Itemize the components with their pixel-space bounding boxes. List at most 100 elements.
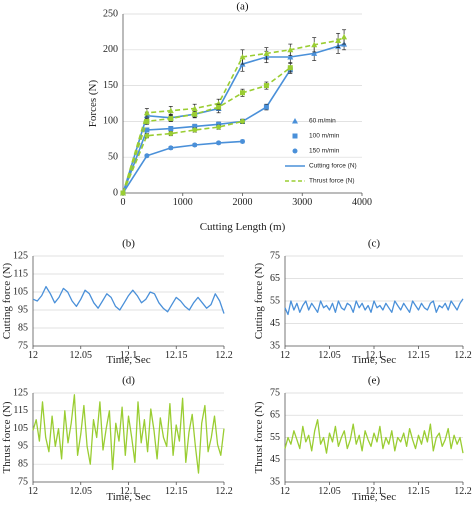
panel-title: (a) xyxy=(236,1,249,13)
y-tick-label: 105 xyxy=(13,286,28,297)
panel-title: (d) xyxy=(122,375,135,387)
data-point-square xyxy=(192,123,198,129)
data-point-circle xyxy=(192,127,198,133)
y-tick-label: 75 xyxy=(18,340,28,351)
x-tick-label: 12.05 xyxy=(318,486,341,497)
x-tick-label: 1000 xyxy=(173,197,193,208)
y-tick-label: 35 xyxy=(270,340,280,351)
y-tick-label: 65 xyxy=(270,410,280,421)
x-tick-label: 12.2 xyxy=(454,350,472,361)
x-tick-label: 12.15 xyxy=(407,486,430,497)
data-point-square xyxy=(216,104,222,110)
y-tick-label: 85 xyxy=(18,322,28,333)
x-tick-label: 12.1 xyxy=(365,486,383,497)
x-tick-label: 12.05 xyxy=(318,350,341,361)
chart-panel-d: (d) 75 85 95 105 115 125 12 12.05 12.1 12.15 12.2 Ti… xyxy=(1,375,233,503)
data-point-circle xyxy=(120,190,126,196)
y-tick-label: 125 xyxy=(13,250,28,261)
x-tick-label: 0 xyxy=(121,197,126,208)
y-tick-label: 150 xyxy=(103,80,118,91)
data-point-circle xyxy=(216,124,222,130)
chart-panel-b: (b) 75 85 95 105 115 125 12 12.05 12.1 12.15 12.2 Ti… xyxy=(1,238,233,366)
x-tick-label: 12 xyxy=(28,486,38,497)
y-tick-label: 250 xyxy=(103,8,118,19)
y-axis-label: Thrust force (N) xyxy=(1,401,13,473)
data-point-square xyxy=(216,121,222,127)
y-tick-label: 95 xyxy=(18,441,28,452)
y-axis-label: Cutting force (N) xyxy=(1,262,13,339)
y-tick-label: 115 xyxy=(13,268,28,279)
data-point-triangle xyxy=(143,109,150,116)
chart-panel-e: (e) 35 45 55 65 75 12 12.05 12.1 12.15 12.2 Time, S… xyxy=(253,375,472,503)
data-point-triangle xyxy=(335,37,342,43)
data-point-circle xyxy=(192,142,198,148)
y-tick-label: 75 xyxy=(18,476,28,487)
data-point-square xyxy=(168,116,174,122)
data-point-triangle xyxy=(191,105,198,112)
x-tick-label: 3000 xyxy=(292,197,312,208)
x-tick-label: 12 xyxy=(28,350,38,361)
data-point-circle xyxy=(144,153,150,159)
data-point-square xyxy=(192,111,198,117)
panel-title: (b) xyxy=(122,238,135,250)
data-point-triangle xyxy=(311,50,318,56)
legend-marker-triangle xyxy=(292,118,298,124)
y-tick-label: 35 xyxy=(270,476,280,487)
data-point-square xyxy=(240,90,245,96)
legend-label: Cutting force (N) xyxy=(309,163,357,170)
x-tick-label: 12 xyxy=(280,486,290,497)
data-point-triangle xyxy=(239,53,246,60)
data-point-square xyxy=(144,127,150,133)
x-tick-label: 12.05 xyxy=(70,486,93,497)
series-line-100-dashed xyxy=(122,67,291,194)
data-point-triangle xyxy=(341,33,348,40)
data-point-triangle xyxy=(311,41,318,48)
x-tick-label: 12.2 xyxy=(215,350,233,361)
signal-line-d xyxy=(32,394,225,474)
y-tick-label: 45 xyxy=(270,454,280,465)
y-tick-label: 125 xyxy=(13,387,28,398)
data-point-triangle xyxy=(287,53,294,60)
y-tick-label: 0 xyxy=(113,187,118,198)
y-tick-label: 75 xyxy=(270,250,280,261)
y-axis-label: Forces (N) xyxy=(87,79,99,127)
signal-line-b xyxy=(32,285,225,314)
x-tick-label: 12.15 xyxy=(165,350,188,361)
chart-panel-a: (a) 0 50 100 150 200 250 0 1000 2000 3000 4000 Cutti… xyxy=(87,1,372,233)
y-tick-label: 85 xyxy=(18,458,28,469)
x-tick-label: 12.2 xyxy=(454,486,472,497)
x-tick-label: 12.2 xyxy=(215,486,233,497)
series-line-150-dashed xyxy=(122,120,243,194)
x-tick-label: 12.05 xyxy=(70,350,93,361)
x-tick-label: 12.1 xyxy=(120,486,138,497)
y-tick-label: 95 xyxy=(18,304,28,315)
data-point-triangle xyxy=(287,46,294,53)
y-tick-label: 75 xyxy=(270,387,280,398)
y-axis-label: Cutting force (N) xyxy=(253,262,265,339)
series-line-150-solid xyxy=(122,140,243,194)
legend-marker-circle xyxy=(292,148,298,154)
data-point-square xyxy=(263,83,269,89)
data-point-triangle xyxy=(263,50,270,56)
chart-panel-c: (c) 35 45 55 65 75 12 12.05 12.1 12.15 12.2 Time, S… xyxy=(253,238,472,366)
y-tick-label: 65 xyxy=(270,273,280,284)
data-point-square xyxy=(168,126,174,132)
y-tick-label: 115 xyxy=(13,405,28,416)
x-tick-label: 12.15 xyxy=(407,350,430,361)
x-axis-label: Time, Sec xyxy=(352,491,396,503)
data-point-square xyxy=(287,65,293,71)
legend-marker-square xyxy=(292,133,298,139)
y-axis-label: Thrust force (N) xyxy=(253,401,265,473)
signal-line-e xyxy=(284,419,464,454)
data-point-square xyxy=(263,104,269,110)
data-point-square xyxy=(144,118,150,124)
chart-legend: 60 m/min 100 m/min 150 m/min Cutting force … xyxy=(285,118,357,185)
legend-label: 100 m/min xyxy=(309,133,340,140)
y-tick-label: 200 xyxy=(103,44,118,55)
x-tick-label: 12.1 xyxy=(120,350,138,361)
x-axis-label: Time, Sec xyxy=(352,354,396,366)
data-point-circle xyxy=(240,118,245,124)
y-tick-label: 45 xyxy=(270,318,280,329)
x-axis-label: Time, Sec xyxy=(106,491,150,503)
x-tick-label: 4000 xyxy=(352,197,372,208)
